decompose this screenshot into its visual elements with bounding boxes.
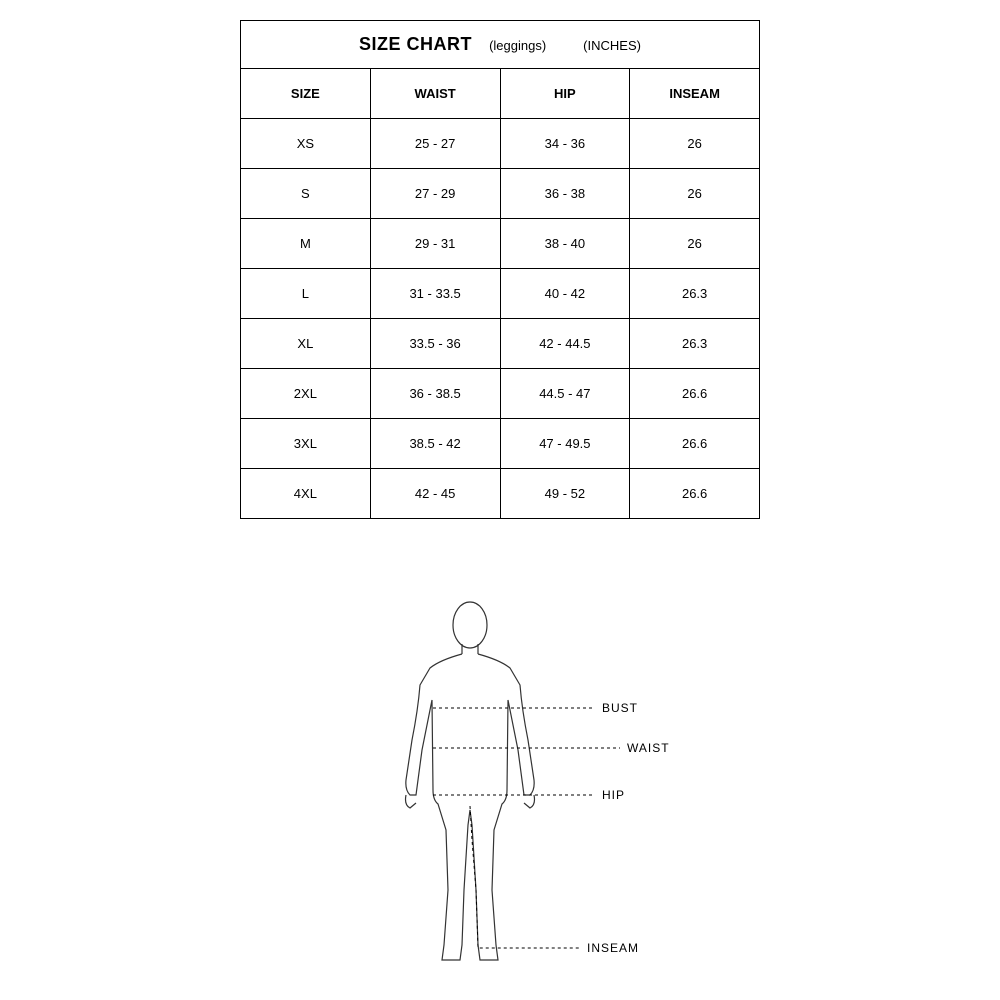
table-cell: 29 - 31	[370, 219, 500, 269]
table-cell: 42 - 44.5	[500, 319, 630, 369]
title-main: SIZE CHART	[359, 34, 472, 54]
table-row: 3XL38.5 - 4247 - 49.526.6	[241, 419, 760, 469]
col-header-waist: WAIST	[370, 69, 500, 119]
table-row: XL33.5 - 3642 - 44.526.3	[241, 319, 760, 369]
table-cell: 2XL	[241, 369, 371, 419]
inseam-line	[470, 806, 580, 948]
label-inseam: INSEAM	[587, 941, 639, 955]
col-header-inseam: INSEAM	[630, 69, 760, 119]
table-cell: 34 - 36	[500, 119, 630, 169]
table-cell: 3XL	[241, 419, 371, 469]
table-cell: 38.5 - 42	[370, 419, 500, 469]
table-cell: 26	[630, 169, 760, 219]
table-cell: 26	[630, 219, 760, 269]
table-cell: XL	[241, 319, 371, 369]
table-cell: 31 - 33.5	[370, 269, 500, 319]
table-body: XS25 - 2734 - 3626S27 - 2936 - 3826M29 -…	[241, 119, 760, 519]
label-hip: HIP	[602, 788, 625, 802]
table-cell: 42 - 45	[370, 469, 500, 519]
table-header-row: SIZE WAIST HIP INSEAM	[241, 69, 760, 119]
table-cell: 27 - 29	[370, 169, 500, 219]
table-cell: 26.3	[630, 319, 760, 369]
table-cell: XS	[241, 119, 371, 169]
table-row: L31 - 33.540 - 4226.3	[241, 269, 760, 319]
table-row: 2XL36 - 38.544.5 - 4726.6	[241, 369, 760, 419]
table-row: 4XL42 - 4549 - 5226.6	[241, 469, 760, 519]
table-cell: 33.5 - 36	[370, 319, 500, 369]
table-cell: 36 - 38	[500, 169, 630, 219]
table-cell: 44.5 - 47	[500, 369, 630, 419]
body-diagram-svg: BUST WAIST HIP INSEAM	[320, 590, 750, 980]
title-sub: (leggings)	[489, 38, 546, 53]
size-chart-table-container: SIZE CHART (leggings) (INCHES) SIZE WAIS…	[240, 20, 760, 519]
table-cell: 26.6	[630, 369, 760, 419]
size-chart-table: SIZE CHART (leggings) (INCHES) SIZE WAIS…	[240, 20, 760, 519]
figure-neck	[462, 644, 478, 654]
table-cell: 26.3	[630, 269, 760, 319]
table-row: M29 - 3138 - 4026	[241, 219, 760, 269]
table-cell: 38 - 40	[500, 219, 630, 269]
table-title-row: SIZE CHART (leggings) (INCHES)	[241, 21, 760, 69]
label-bust: BUST	[602, 701, 638, 715]
title-units: (INCHES)	[583, 38, 641, 53]
measurement-figure: BUST WAIST HIP INSEAM	[320, 590, 750, 980]
table-cell: 26.6	[630, 419, 760, 469]
label-waist: WAIST	[627, 741, 670, 755]
table-row: S27 - 2936 - 3826	[241, 169, 760, 219]
table-cell: 4XL	[241, 469, 371, 519]
table-row: XS25 - 2734 - 3626	[241, 119, 760, 169]
table-cell: 36 - 38.5	[370, 369, 500, 419]
table-cell: L	[241, 269, 371, 319]
table-cell: 49 - 52	[500, 469, 630, 519]
col-header-hip: HIP	[500, 69, 630, 119]
table-cell: 47 - 49.5	[500, 419, 630, 469]
table-cell: 25 - 27	[370, 119, 500, 169]
table-cell: 26	[630, 119, 760, 169]
table-cell: S	[241, 169, 371, 219]
table-cell: 26.6	[630, 469, 760, 519]
col-header-size: SIZE	[241, 69, 371, 119]
table-cell: M	[241, 219, 371, 269]
table-title-cell: SIZE CHART (leggings) (INCHES)	[241, 21, 760, 69]
figure-head	[453, 602, 487, 648]
table-cell: 40 - 42	[500, 269, 630, 319]
